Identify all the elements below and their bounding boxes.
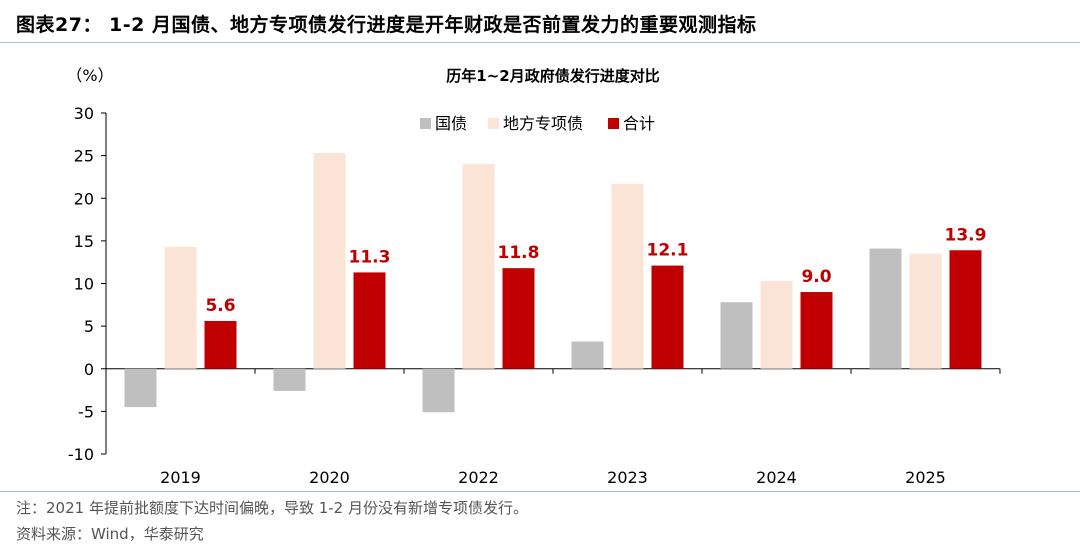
y-tick-label: 5: [84, 317, 94, 336]
legend-label: 地方专项债: [503, 114, 583, 133]
legend-label: 合计: [623, 114, 655, 133]
legend-label: 国债: [435, 114, 467, 133]
bar-地方专项债-2022: [462, 164, 495, 369]
y-tick-label: 25: [74, 147, 94, 166]
y-tick-label: 15: [74, 232, 94, 251]
data-label: 9.0: [801, 267, 831, 287]
x-tick-label: 2019: [160, 468, 201, 487]
y-tick-label: 30: [74, 104, 94, 123]
bar-合计-2020: [353, 272, 386, 369]
bar-合计-2024: [800, 292, 833, 369]
bar-国债-2022: [422, 368, 455, 413]
legend-swatch: [420, 118, 431, 129]
y-tick-label: -5: [78, 402, 94, 421]
bottom-rule: [0, 491, 1080, 492]
bar-国债-2024: [720, 302, 753, 369]
top-rule: [0, 42, 1080, 43]
y-tick-label: -10: [68, 445, 94, 464]
x-tick-label: 2020: [309, 468, 350, 487]
source-note: 资料来源：Wind，华泰研究: [16, 525, 204, 543]
bar-合计-2023: [651, 265, 684, 369]
x-tick-label: 2025: [905, 468, 946, 487]
bar-国债-2025: [869, 248, 902, 369]
y-tick-label: 10: [74, 275, 94, 294]
y-tick-label: 20: [74, 189, 94, 208]
bar-地方专项债-2025: [909, 253, 942, 369]
chart-title: 历年1~2月政府债发行进度对比: [446, 67, 659, 85]
data-label: 12.1: [647, 241, 689, 261]
x-tick-label: 2023: [607, 468, 648, 487]
bar-地方专项债-2023: [611, 183, 644, 369]
bar-地方专项债-2020: [313, 153, 346, 369]
bar-合计-2019: [204, 321, 237, 369]
bar-地方专项债-2019: [164, 246, 197, 369]
data-label: 5.6: [205, 296, 235, 316]
bar-地方专项债-2024: [760, 280, 793, 369]
bar-国债-2023: [571, 341, 604, 369]
y-tick-label: 0: [84, 360, 94, 379]
legend-swatch: [488, 118, 499, 129]
data-label: 11.3: [349, 247, 391, 267]
bar-国债-2020: [273, 368, 306, 391]
bar-国债-2019: [124, 368, 157, 408]
bar-合计-2025: [949, 250, 982, 369]
data-label: 11.8: [498, 243, 540, 263]
y-axis-unit-label: （%）: [66, 66, 113, 85]
legend-swatch: [608, 118, 619, 129]
bar-chart: 历年1~2月政府债发行进度对比 （%） 30 25 20 15 10 5 0 -5 -10 201…: [66, 66, 1001, 487]
figure-title: 图表27： 1-2 月国债、地方专项债发行进度是开年财政是否前置发力的重要观测指…: [16, 14, 757, 36]
bar-合计-2022: [502, 268, 535, 369]
x-tick-label: 2024: [756, 468, 797, 487]
x-tick-label: 2022: [458, 468, 499, 487]
data-label: 13.9: [945, 225, 987, 245]
footnote: 注：2021 年提前批额度下达时间偏晚，导致 1-2 月份没有新增专项债发行。: [16, 499, 528, 517]
